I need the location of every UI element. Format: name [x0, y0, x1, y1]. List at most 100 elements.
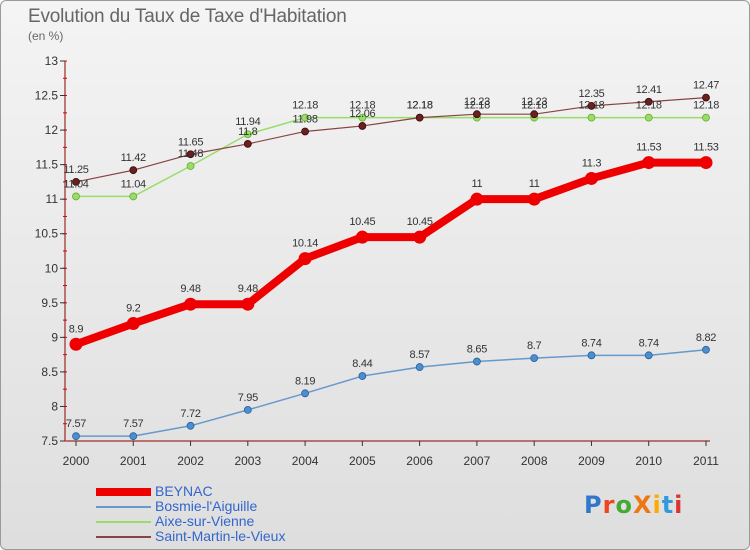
- x-tick-label: 2000: [63, 454, 90, 468]
- x-tick-label: 2007: [464, 454, 491, 468]
- data-point: [587, 113, 596, 122]
- y-tick-label: 9.5: [41, 296, 58, 310]
- logo-letter: X: [632, 491, 653, 519]
- data-point: [644, 351, 653, 360]
- logo-letter: r: [602, 491, 616, 519]
- data-point: [587, 351, 596, 360]
- data-label: 12.06: [349, 108, 375, 120]
- y-tick-label: 11: [46, 192, 59, 206]
- data-label: 11.94: [235, 116, 260, 128]
- data-label: 12.18: [636, 100, 662, 112]
- x-tick-label: 2004: [292, 454, 319, 468]
- data-point: [129, 166, 138, 175]
- legend-label: Bosmie-l'Aiguille: [155, 498, 258, 514]
- y-tick-label: 12: [45, 123, 59, 137]
- data-label: 8.74: [581, 337, 601, 349]
- logo-letter: i: [652, 491, 662, 519]
- data-label: 12.41: [636, 84, 662, 96]
- data-label: 8.9: [69, 323, 84, 335]
- data-point: [186, 150, 195, 159]
- x-tick-label: 2005: [349, 454, 376, 468]
- data-point: [355, 230, 369, 244]
- data-label: 12.18: [464, 100, 490, 112]
- data-label: 12.18: [407, 100, 433, 112]
- data-point: [301, 113, 309, 122]
- data-point: [301, 389, 309, 398]
- y-tick-label: 10: [45, 261, 59, 275]
- data-label: 12.23: [521, 96, 547, 108]
- data-label: 7.95: [238, 392, 258, 404]
- series-line: [75, 349, 707, 437]
- data-point: [72, 432, 80, 441]
- data-label: 8.57: [410, 349, 430, 361]
- logo-letter: i: [674, 491, 684, 519]
- series-line: [75, 116, 707, 198]
- y-tick-label: 9: [51, 330, 58, 344]
- data-point: [358, 113, 367, 122]
- data-point: [702, 93, 710, 102]
- data-point: [699, 156, 713, 170]
- data-label: 7.57: [123, 418, 143, 430]
- data-label: 12.18: [578, 100, 604, 112]
- data-label: 12.35: [578, 88, 604, 100]
- data-point: [530, 354, 539, 362]
- data-label: 10.14: [292, 238, 318, 250]
- data-point: [186, 162, 195, 170]
- legend-swatch: [96, 488, 151, 496]
- data-point: [642, 156, 656, 170]
- data-label: 12.18: [349, 100, 375, 112]
- data-point: [301, 127, 309, 136]
- x-tick-label: 2003: [234, 454, 261, 468]
- data-point: [243, 140, 252, 148]
- data-point: [413, 230, 427, 244]
- logo-letter: o: [615, 491, 633, 519]
- data-label: 11.48: [178, 148, 203, 160]
- logo-letter: P: [584, 491, 603, 519]
- data-label: 7.57: [66, 418, 86, 430]
- x-tick-label: 2006: [406, 454, 433, 468]
- y-tick-label: 10.5: [35, 227, 59, 241]
- data-label: 11.65: [178, 136, 203, 148]
- data-label: 10.45: [407, 216, 433, 228]
- data-label: 11.8: [238, 126, 258, 138]
- x-tick-label: 2011: [693, 454, 719, 468]
- data-label: 12.18: [521, 100, 547, 112]
- data-point: [470, 192, 484, 206]
- data-label: 11.04: [63, 178, 88, 190]
- x-tick-label: 2001: [120, 454, 147, 468]
- data-point: [129, 432, 138, 441]
- legend-swatch: [96, 536, 151, 538]
- data-point: [129, 192, 138, 201]
- data-point: [530, 110, 539, 119]
- data-point: [415, 363, 424, 371]
- legend-label: BEYNAC: [155, 483, 213, 499]
- data-point: [186, 421, 195, 430]
- data-point: [702, 113, 710, 122]
- data-label: 12.18: [292, 100, 318, 112]
- data-point: [69, 337, 83, 351]
- legend-label: Aixe-sur-Vienne: [155, 513, 255, 529]
- data-point: [473, 110, 481, 119]
- data-label: 12.47: [693, 80, 719, 92]
- legend-swatch: [96, 506, 151, 508]
- data-label: 8.65: [467, 344, 487, 356]
- data-point: [72, 192, 80, 201]
- data-point: [702, 345, 710, 354]
- logo-letter: t: [661, 491, 675, 519]
- data-label: 12.18: [407, 100, 433, 112]
- y-tick-label: 7.5: [41, 434, 58, 448]
- data-point: [415, 113, 424, 122]
- data-point: [584, 171, 598, 185]
- data-label: 12.18: [693, 100, 719, 112]
- data-label: 11.04: [121, 178, 146, 190]
- data-point: [72, 178, 80, 186]
- x-tick-label: 2008: [521, 454, 548, 468]
- chart-subtitle: (en %): [28, 29, 64, 43]
- data-label: 8.19: [295, 375, 315, 387]
- proxiti-logo: ProXiti: [584, 491, 683, 519]
- legend-label: Saint-Martin-le-Vieux: [155, 528, 286, 544]
- data-label: 11.25: [63, 164, 88, 176]
- data-label: 11.3: [582, 157, 602, 169]
